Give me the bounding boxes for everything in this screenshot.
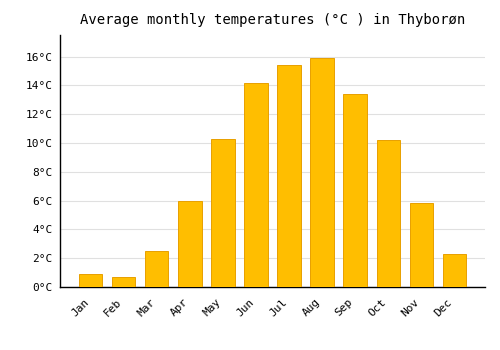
Bar xyxy=(146,251,169,287)
Bar xyxy=(278,65,300,287)
Bar xyxy=(310,58,334,287)
Bar xyxy=(178,201,202,287)
Title: Average monthly temperatures (°C ) in Thyborøn: Average monthly temperatures (°C ) in Th… xyxy=(80,13,465,27)
Bar xyxy=(442,254,466,287)
Bar xyxy=(212,139,234,287)
Bar xyxy=(344,94,366,287)
Bar xyxy=(244,83,268,287)
Bar xyxy=(80,274,102,287)
Bar xyxy=(112,277,136,287)
Bar xyxy=(376,140,400,287)
Bar xyxy=(410,203,432,287)
